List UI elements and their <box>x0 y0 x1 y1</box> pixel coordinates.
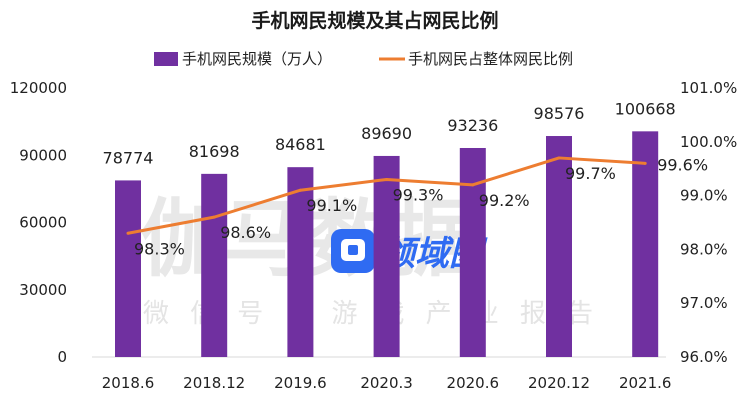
chart-title: 手机网民规模及其占网民比例 <box>251 9 498 32</box>
right-tick-label: 97.0% <box>680 294 728 312</box>
line-value-label: 98.6% <box>220 223 271 242</box>
line-value-label: 99.6% <box>657 155 708 174</box>
bar <box>115 180 141 357</box>
bar <box>287 167 314 357</box>
left-tick-label: 30000 <box>19 281 67 299</box>
right-tick-label: 101.0% <box>680 79 737 97</box>
x-tick-label: 2020.6 <box>447 374 500 392</box>
bar-value-label: 89690 <box>361 124 412 143</box>
left-tick-label: 120000 <box>10 79 67 97</box>
right-axis: 96.0% 97.0% 98.0% 99.0% 100.0% 101.0% <box>680 79 737 366</box>
line-point <box>471 183 475 187</box>
x-tick-label: 2020.3 <box>360 374 413 392</box>
bar-value-label: 98576 <box>534 104 585 123</box>
bar <box>459 147 486 357</box>
line-point <box>643 161 647 165</box>
bar-value-label: 84681 <box>275 135 326 154</box>
legend-bar-label: 手机网民规模（万人） <box>182 50 332 68</box>
line-labels: 98.3% 98.6% 99.1% 99.3% 99.2% 99.7% 99.6% <box>134 155 708 258</box>
line-value-label: 99.7% <box>565 164 616 183</box>
bar-value-label: 93236 <box>447 116 498 135</box>
bar-labels: 78774 81698 84681 89690 93236 98576 100668 <box>103 99 676 167</box>
left-tick-label: 0 <box>57 348 67 366</box>
bar-value-label: 81698 <box>189 142 240 161</box>
right-tick-label: 100.0% <box>680 133 737 151</box>
x-axis: 2018.6 2018.12 2019.6 2020.3 2020.6 2020.12 20… <box>102 374 672 392</box>
left-tick-label: 90000 <box>19 146 67 164</box>
bar <box>373 155 400 357</box>
bar <box>632 131 659 357</box>
line-series <box>126 156 647 235</box>
bar-value-label: 78774 <box>103 148 154 167</box>
line-point <box>126 231 130 235</box>
line-value-label: 98.3% <box>134 239 185 258</box>
bar-value-label: 100668 <box>615 99 676 118</box>
line-point <box>385 177 389 181</box>
x-tick-label: 2019.6 <box>274 374 327 392</box>
x-tick-label: 2020.12 <box>528 374 590 392</box>
x-tick-label: 2018.12 <box>183 374 245 392</box>
right-tick-label: 98.0% <box>680 240 728 258</box>
left-axis: 0 30000 60000 90000 120000 <box>10 79 67 366</box>
legend: 手机网民规模（万人） 手机网民占整体网民比例 <box>154 50 573 68</box>
chat-bubble-icon-core <box>348 245 358 255</box>
line-point <box>557 156 561 160</box>
left-tick-label: 60000 <box>19 214 67 232</box>
line-value-label: 99.2% <box>479 191 530 210</box>
bar <box>201 173 228 357</box>
line-point <box>298 188 302 192</box>
line-value-label: 99.3% <box>393 185 444 204</box>
right-tick-label: 96.0% <box>680 348 728 366</box>
legend-line-label: 手机网民占整体网民比例 <box>408 50 573 68</box>
bar <box>546 136 572 357</box>
x-tick-label: 2018.6 <box>102 374 155 392</box>
line-point <box>212 215 216 219</box>
legend-bar-swatch <box>154 52 178 66</box>
right-tick-label: 99.0% <box>680 187 728 205</box>
x-tick-label: 2021.6 <box>619 374 672 392</box>
line-value-label: 99.1% <box>306 196 357 215</box>
